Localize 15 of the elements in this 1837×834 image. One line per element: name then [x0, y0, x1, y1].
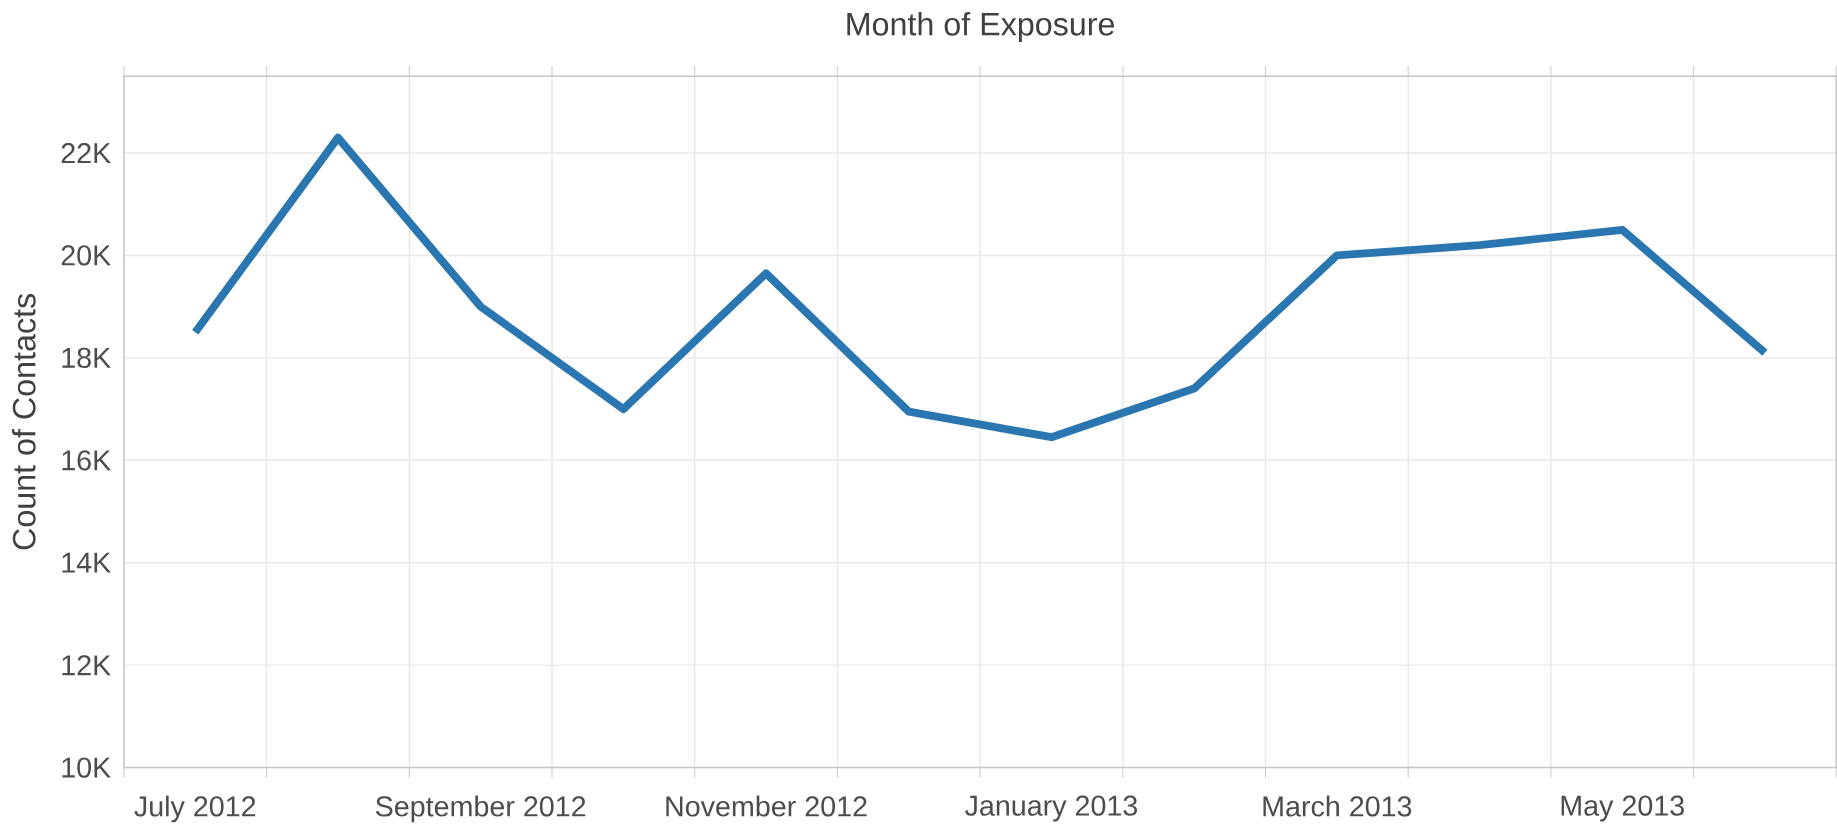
y-tick-label: 14K: [62, 552, 111, 573]
y-tick-label: 18K: [62, 347, 111, 368]
y-tick-label: 20K: [61, 245, 111, 266]
chart-title: Month of Exposure: [847, 11, 1115, 42]
y-tick-label: 10K: [62, 757, 111, 778]
x-tick-label: November 2012: [666, 795, 867, 817]
y-tick-label: 22K: [61, 142, 111, 163]
y-tick-label: 12K: [62, 655, 111, 676]
y-axis-title: Count of Contacts: [11, 293, 36, 550]
x-tick-label: May 2013: [1561, 795, 1684, 822]
x-tick-label: September 2012: [375, 795, 586, 823]
x-tick-label: July 2012: [134, 795, 256, 823]
y-tick-label: 16K: [62, 450, 111, 471]
x-tick-label: January 2013: [965, 795, 1138, 822]
x-tick-label: March 2013: [1263, 795, 1412, 817]
